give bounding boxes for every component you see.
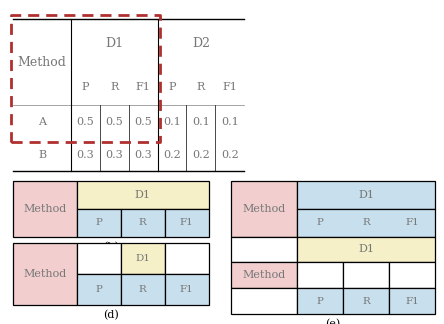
Text: P: P [82,82,89,92]
Text: R: R [197,82,205,92]
Text: 0.2: 0.2 [221,150,238,160]
Text: 0.3: 0.3 [106,150,123,160]
Bar [343,288,389,314]
Text: F1: F1 [222,82,237,92]
Bar [77,181,209,209]
Bar [77,243,121,274]
Bar [231,262,297,288]
Text: 0.1: 0.1 [163,117,181,127]
Bar [297,181,435,209]
Bar [13,181,77,237]
Text: (a): (a) [121,190,136,200]
Text: Method: Method [24,269,67,279]
Bar [343,262,389,288]
Text: 0.5: 0.5 [135,117,152,127]
Text: D1: D1 [105,37,123,50]
Text: D1: D1 [358,190,374,200]
Bar [165,209,209,237]
Text: R: R [110,82,119,92]
Text: Method: Method [24,204,67,214]
Text: D2: D2 [192,37,210,50]
Bar [121,209,165,237]
Text: 0.3: 0.3 [77,150,94,160]
Bar [297,237,435,262]
Text: P: P [168,82,176,92]
Text: R: R [139,218,147,227]
Text: B: B [38,150,46,160]
Text: (b): (b) [103,241,119,252]
Bar [77,274,121,305]
Text: R: R [139,285,147,294]
Text: (c): (c) [325,241,341,252]
Text: Method: Method [242,271,285,280]
Text: (e): (e) [325,319,341,324]
Text: P: P [317,297,324,306]
Text: F1: F1 [136,82,151,92]
Text: P: P [317,218,324,227]
Text: 0.3: 0.3 [135,150,152,160]
Text: 0.2: 0.2 [163,150,181,160]
Bar [77,209,121,237]
Bar [13,243,77,305]
Text: 0.2: 0.2 [192,150,210,160]
Bar [389,262,435,288]
Bar [165,243,209,274]
Bar [231,181,297,237]
Bar [165,274,209,305]
Text: P: P [95,218,102,227]
Bar [297,288,343,314]
Text: Method: Method [18,56,67,69]
Bar [231,288,297,314]
Text: F1: F1 [180,285,194,294]
Bar [389,288,435,314]
Text: R: R [362,218,370,227]
Text: F1: F1 [405,297,419,306]
Text: 0.5: 0.5 [77,117,94,127]
Bar [121,274,165,305]
Text: D1: D1 [358,245,374,254]
Text: 0.1: 0.1 [192,117,210,127]
Text: F1: F1 [180,218,194,227]
Text: P: P [95,285,102,294]
Text: R: R [362,297,370,306]
Text: D1: D1 [135,254,150,263]
Text: 0.5: 0.5 [106,117,123,127]
Text: 0.1: 0.1 [221,117,238,127]
Text: F1: F1 [405,218,419,227]
Text: A: A [38,117,46,127]
Bar [297,262,343,288]
Text: D1: D1 [135,190,151,200]
Bar [297,209,435,237]
Text: (d): (d) [103,310,119,320]
Bar [121,243,165,274]
Bar [231,237,297,262]
Text: Method: Method [242,204,285,214]
